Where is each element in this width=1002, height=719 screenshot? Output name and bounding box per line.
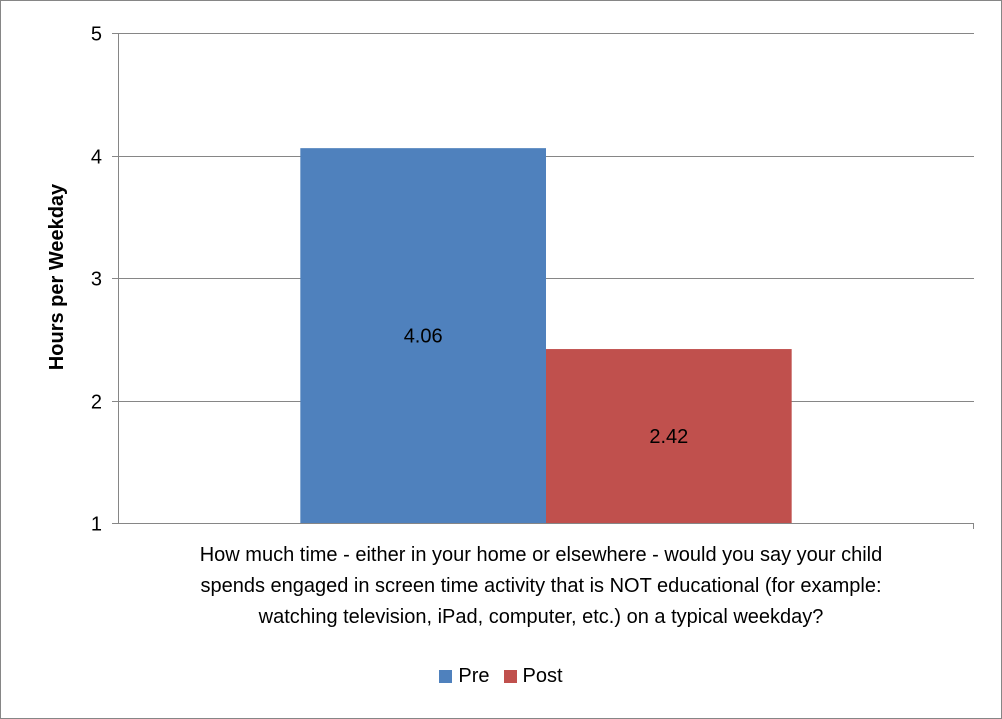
bars bbox=[300, 148, 792, 523]
y-tick-label-3: 3 bbox=[91, 269, 102, 291]
y-axis-title: Hours per Weekday bbox=[46, 183, 68, 370]
legend-swatch-post bbox=[503, 670, 517, 683]
legend-item-post: Post bbox=[503, 665, 563, 688]
bar-post bbox=[546, 349, 792, 523]
y-tick-label-2: 2 bbox=[91, 392, 102, 414]
data-labels: 4.06 2.42 bbox=[404, 326, 689, 448]
legend-swatch-pre bbox=[439, 670, 453, 683]
bar-pre bbox=[300, 148, 546, 523]
category-label-line-3: watching television, iPad, computer, etc… bbox=[258, 606, 824, 628]
legend-label-pre: Pre bbox=[458, 665, 490, 687]
category-label-line-1: How much time - either in your home or e… bbox=[199, 544, 883, 566]
y-tick-label-1: 1 bbox=[91, 514, 102, 536]
legend-label-post: Post bbox=[522, 665, 563, 687]
x-category-label: How much time - either in your home or e… bbox=[110, 540, 972, 633]
legend: Pre Post bbox=[0, 665, 1002, 688]
data-label-post: 2.42 bbox=[649, 426, 688, 448]
y-tick-label-5: 5 bbox=[91, 24, 102, 46]
data-label-pre: 4.06 bbox=[404, 326, 443, 348]
legend-item-pre: Pre bbox=[439, 665, 490, 688]
y-tick-labels: 1 2 3 4 5 bbox=[91, 24, 102, 536]
axes bbox=[112, 33, 974, 529]
y-tick-label-4: 4 bbox=[91, 147, 102, 169]
category-label-line-2: spends engaged in screen time activity t… bbox=[200, 575, 882, 597]
